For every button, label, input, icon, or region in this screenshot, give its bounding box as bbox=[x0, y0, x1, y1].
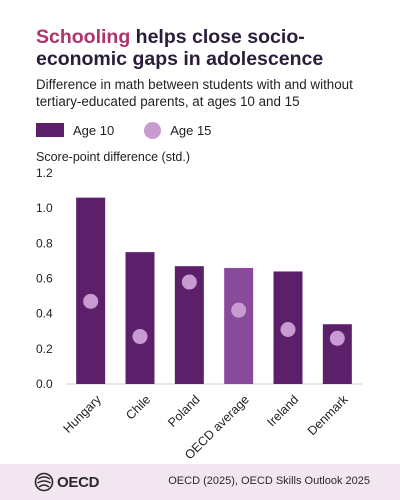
bar bbox=[224, 267, 254, 384]
chart-title-accent: Schooling bbox=[36, 26, 131, 48]
legend-dot-swatch bbox=[144, 121, 162, 139]
legend: Age 10 Age 15 bbox=[36, 120, 211, 140]
legend-bar-swatch bbox=[36, 123, 64, 137]
y-axis-label: Score-point difference (std.) bbox=[36, 150, 191, 164]
x-tick-label: Poland bbox=[165, 392, 202, 429]
source-note: OECD (2025), OECD Skills Outlook 2025 bbox=[168, 475, 370, 487]
legend-item-age-15: Age 15 bbox=[144, 121, 212, 139]
legend-item-age-10: Age 10 bbox=[36, 123, 114, 138]
y-tick-label: 0.8 bbox=[36, 236, 53, 250]
x-tick-label: Ireland bbox=[264, 392, 301, 429]
footer: OECD OECD (2025), OECD Skills Outlook 20… bbox=[0, 464, 400, 500]
dot-marker bbox=[329, 330, 345, 346]
oecd-globe-icon bbox=[34, 472, 54, 492]
chart-title: Schooling helps close socio-economic gap… bbox=[36, 26, 376, 70]
bar bbox=[125, 252, 155, 384]
legend-label-age-10: Age 10 bbox=[73, 122, 115, 138]
x-tick-label: Chile bbox=[123, 392, 153, 422]
dot-marker bbox=[181, 274, 197, 290]
chart-title-rest: helps close socio-economic gaps in adole… bbox=[36, 26, 324, 70]
oecd-logo: OECD bbox=[34, 472, 99, 492]
x-tick-label: Denmark bbox=[305, 392, 351, 438]
dot-marker bbox=[231, 302, 247, 318]
y-tick-label: 1.2 bbox=[36, 166, 53, 180]
bar bbox=[76, 197, 106, 384]
y-tick-label: 0.4 bbox=[36, 307, 53, 321]
dot-marker bbox=[132, 329, 148, 345]
dot-marker bbox=[83, 293, 99, 309]
oecd-logo-text: OECD bbox=[57, 473, 100, 491]
y-tick-label: 0.0 bbox=[36, 377, 53, 391]
legend-label-age-15: Age 15 bbox=[170, 122, 212, 138]
y-tick-label: 1.0 bbox=[36, 201, 53, 215]
x-tick-label: Hungary bbox=[61, 392, 105, 436]
y-tick-label: 0.6 bbox=[36, 272, 53, 286]
chart-subtitle: Difference in math between students with… bbox=[36, 77, 353, 109]
y-tick-label: 0.2 bbox=[36, 342, 53, 356]
dot-marker bbox=[280, 321, 296, 337]
